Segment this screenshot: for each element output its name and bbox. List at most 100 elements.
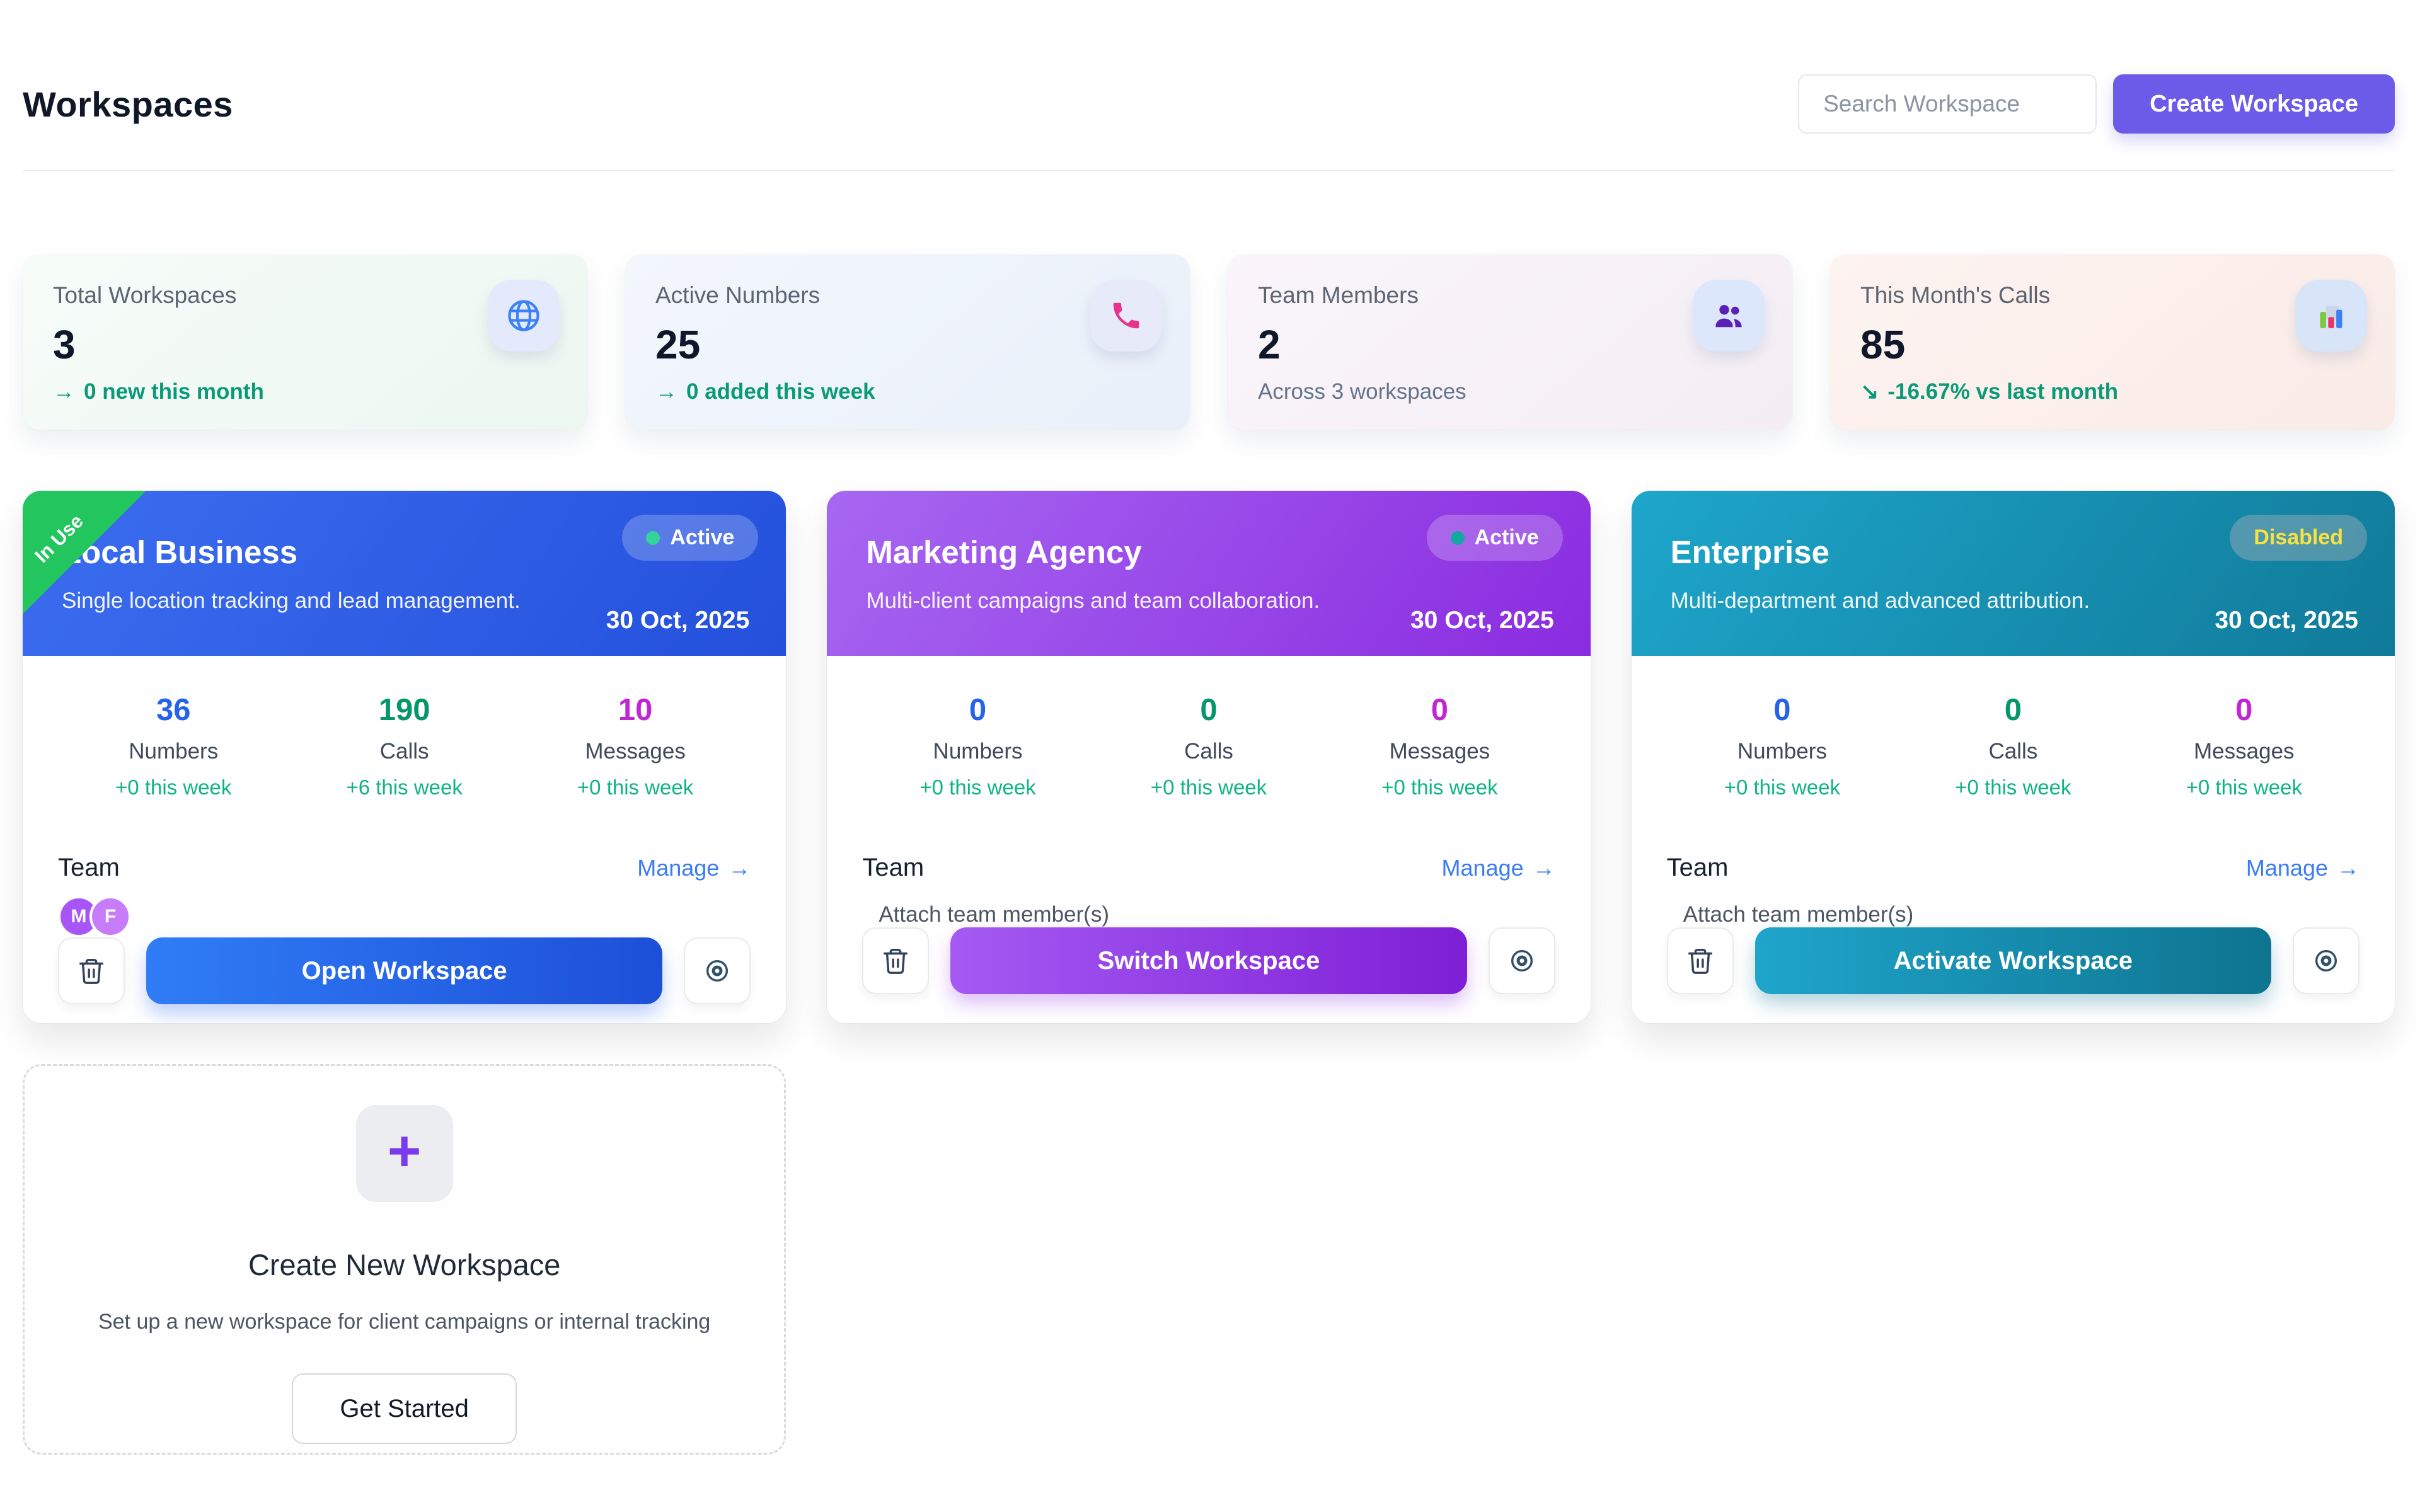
- metric-label: Messages: [1389, 739, 1490, 764]
- stat-card-month-calls: This Month's Calls 85 ↘ -16.67% vs last …: [1830, 255, 2395, 430]
- stat-card-active-numbers: Active Numbers 25 → 0 added this week: [625, 255, 1190, 430]
- status-badge-label: Active: [1474, 525, 1539, 549]
- team-icon: [1693, 280, 1765, 352]
- arrow-right-icon: →: [728, 854, 751, 881]
- metric-value: 10: [618, 693, 653, 727]
- card-actions: Activate Workspace: [1666, 927, 2360, 994]
- stat-note-text: 0 new this month: [84, 379, 264, 404]
- workspace-settings-button[interactable]: [1488, 927, 1555, 994]
- team-avatars: M F: [58, 896, 751, 937]
- header-divider: [23, 170, 2395, 171]
- workspace-description: Multi-client campaigns and team collabor…: [866, 588, 1320, 613]
- team-label: Team: [58, 854, 120, 881]
- status-badge: Active: [622, 515, 759, 561]
- metric-label: Calls: [1988, 739, 2038, 764]
- settings-icon: [706, 959, 729, 982]
- workspace-name: Marketing Agency: [866, 534, 1142, 570]
- team-label: Team: [1666, 854, 1729, 881]
- trash-icon: [79, 959, 103, 984]
- arrow-right-icon: →: [655, 379, 677, 404]
- workspace-settings-button[interactable]: [2293, 927, 2360, 994]
- delete-workspace-button[interactable]: [1666, 927, 1734, 994]
- team-row: Team Manage →: [1667, 854, 2360, 882]
- switch-workspace-button[interactable]: Switch Workspace: [950, 927, 1467, 994]
- get-started-button[interactable]: Get Started: [292, 1373, 517, 1444]
- arrow-right-icon: →: [53, 379, 75, 404]
- metric-calls: 190 Calls +6 this week: [289, 692, 519, 799]
- workspace-date: 30 Oct, 2025: [606, 607, 750, 634]
- metric-label: Numbers: [1737, 739, 1827, 764]
- metric-delta: +0 this week: [1150, 776, 1267, 799]
- search-input[interactable]: [1798, 74, 2097, 134]
- create-workspace-button[interactable]: Create Workspace: [2113, 74, 2395, 134]
- manage-link-label: Manage: [1441, 854, 1524, 881]
- arrow-down-right-icon: ↘: [1860, 379, 1879, 404]
- arrow-right-icon: →: [1532, 854, 1555, 881]
- metric-label: Numbers: [129, 739, 219, 764]
- manage-team-link[interactable]: Manage →: [1442, 855, 1555, 881]
- page-title: Workspaces: [23, 84, 233, 124]
- workspace-settings-button[interactable]: [684, 937, 751, 1004]
- trash-icon: [1688, 949, 1712, 974]
- plus-glyph: +: [387, 1119, 422, 1183]
- metric-delta: +0 this week: [919, 776, 1036, 799]
- metric-value: 0: [1200, 693, 1218, 727]
- delete-workspace-button[interactable]: [58, 937, 125, 1004]
- metric-label: Calls: [1184, 739, 1233, 764]
- metric-numbers: 0 Numbers +0 this week: [862, 692, 1093, 799]
- plus-icon: +: [355, 1105, 453, 1202]
- metric-value: 190: [378, 693, 430, 727]
- metric-calls: 0 Calls +0 this week: [1093, 692, 1324, 799]
- metric-messages: 0 Messages +0 this week: [2129, 692, 2360, 799]
- workspace-card-marketing-agency: Marketing Agency Active Multi-client cam…: [827, 491, 1591, 1023]
- workspace-name: Enterprise: [1670, 534, 1829, 570]
- in-use-ribbon-label: In Use: [30, 510, 88, 567]
- workspace-card-body: 0 Numbers +0 this week 0 Calls +0 this w…: [1632, 656, 2395, 1023]
- team-row: Team Manage →: [862, 854, 1555, 882]
- metric-delta: +0 this week: [1381, 776, 1498, 799]
- metric-value: 0: [2235, 693, 2253, 727]
- arrow-right-icon: →: [2337, 854, 2360, 881]
- metric-messages: 10 Messages +0 this week: [520, 692, 751, 799]
- topbar: Workspaces Create Workspace: [23, 74, 2395, 134]
- stat-note: → 0 new this month: [53, 379, 264, 404]
- team-row: Team Manage →: [58, 854, 751, 882]
- stat-value: 2: [1258, 322, 1281, 367]
- stat-note: ↘ -16.67% vs last month: [1860, 379, 2118, 404]
- activate-workspace-button[interactable]: Activate Workspace: [1754, 927, 2271, 994]
- metric-value: 0: [1773, 693, 1791, 727]
- metric-delta: +6 this week: [346, 776, 463, 799]
- create-card-subtitle: Set up a new workspace for client campai…: [98, 1310, 711, 1334]
- workspace-card-header: Marketing Agency Active Multi-client cam…: [827, 491, 1591, 656]
- stat-note-text: Across 3 workspaces: [1258, 379, 1466, 404]
- workspace-grid: In Use Local Business Active Single loca…: [23, 491, 2395, 1455]
- trash-icon: [884, 949, 908, 974]
- stat-value: 25: [655, 322, 701, 367]
- card-actions: Switch Workspace: [862, 927, 1555, 994]
- status-dot-icon: [646, 530, 660, 545]
- workspace-card-body: 36 Numbers +0 this week 190 Calls +6 thi…: [23, 656, 786, 1023]
- in-use-ribbon: In Use: [23, 491, 146, 614]
- metric-label: Messages: [585, 739, 686, 764]
- metric-label: Calls: [379, 739, 429, 764]
- stat-label: Active Numbers: [655, 282, 821, 308]
- avatar: F: [89, 896, 131, 937]
- globe-icon: [488, 280, 560, 352]
- metric-messages: 0 Messages +0 this week: [1324, 692, 1555, 799]
- manage-team-link[interactable]: Manage →: [637, 855, 751, 881]
- status-badge: Disabled: [2230, 515, 2367, 561]
- metric-delta: +0 this week: [1955, 776, 2071, 799]
- metric-label: Numbers: [933, 739, 1023, 764]
- metrics-row: 0 Numbers +0 this week 0 Calls +0 this w…: [1667, 692, 2360, 799]
- stat-label: This Month's Calls: [1860, 282, 2051, 308]
- metric-calls: 0 Calls +0 this week: [1898, 692, 2128, 799]
- delete-workspace-button[interactable]: [862, 927, 930, 994]
- stat-label: Team Members: [1258, 282, 1419, 308]
- workspace-card-header: Enterprise Disabled Multi-department and…: [1631, 491, 2395, 656]
- team-label: Team: [862, 854, 925, 881]
- metric-value: 0: [1431, 693, 1449, 727]
- open-workspace-button[interactable]: Open Workspace: [146, 937, 663, 1004]
- manage-team-link[interactable]: Manage →: [2246, 855, 2360, 881]
- bar-chart-icon: [2295, 280, 2367, 352]
